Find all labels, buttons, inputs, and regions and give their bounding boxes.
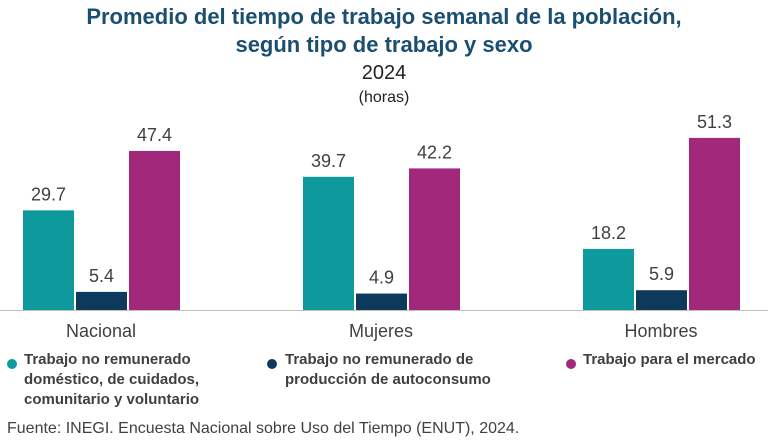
data-label: 29.7: [31, 184, 66, 204]
legend-item-0: Trabajo no remunerado doméstico, de cuida…: [7, 350, 200, 410]
legend-marker: [7, 359, 17, 369]
data-label: 42.2: [417, 142, 452, 162]
bar: [583, 248, 634, 310]
bar: [689, 137, 740, 310]
data-label: 5.4: [89, 266, 114, 286]
legend-item-2: Trabajo para el mercado: [566, 350, 756, 370]
category-label: Nacional: [66, 321, 136, 341]
legend-marker: [267, 359, 277, 369]
bar: [129, 150, 180, 310]
legend-text: comunitario y voluntario: [24, 391, 200, 408]
chart-unit: (horas): [358, 89, 410, 106]
data-label: 47.4: [137, 125, 172, 145]
bar: [636, 290, 687, 310]
legend-text: producción de autoconsumo: [285, 371, 491, 388]
chart-title-line1: Promedio del tiempo de trabajo semanal d…: [86, 4, 682, 29]
data-label: 18.2: [591, 223, 626, 243]
bar: [356, 293, 407, 310]
legend-text: Trabajo no remunerado: [24, 351, 191, 368]
chart-subtitle: 2024: [361, 62, 407, 84]
bar: [76, 291, 127, 310]
bar: [23, 210, 74, 310]
legend-marker: [566, 359, 576, 369]
chart-title-line2: según tipo de trabajo y sexo: [235, 32, 533, 57]
legend-text: doméstico, de cuidados,: [24, 371, 200, 388]
data-label: 4.9: [369, 268, 394, 288]
legend-text: Trabajo no remunerado de: [285, 351, 474, 368]
data-label: 51.3: [697, 112, 732, 132]
bar: [409, 168, 460, 310]
source-note: Fuente: INEGI. Encuesta Nacional sobre U…: [7, 420, 520, 437]
data-label: 5.9: [649, 264, 674, 284]
data-label: 39.7: [311, 151, 346, 171]
category-label: Mujeres: [349, 321, 413, 341]
bar: [303, 176, 354, 310]
legend-item-1: Trabajo no remunerado de producción de au…: [267, 350, 491, 390]
category-label: Hombres: [624, 321, 697, 341]
legend-text: Trabajo para el mercado: [583, 351, 756, 368]
